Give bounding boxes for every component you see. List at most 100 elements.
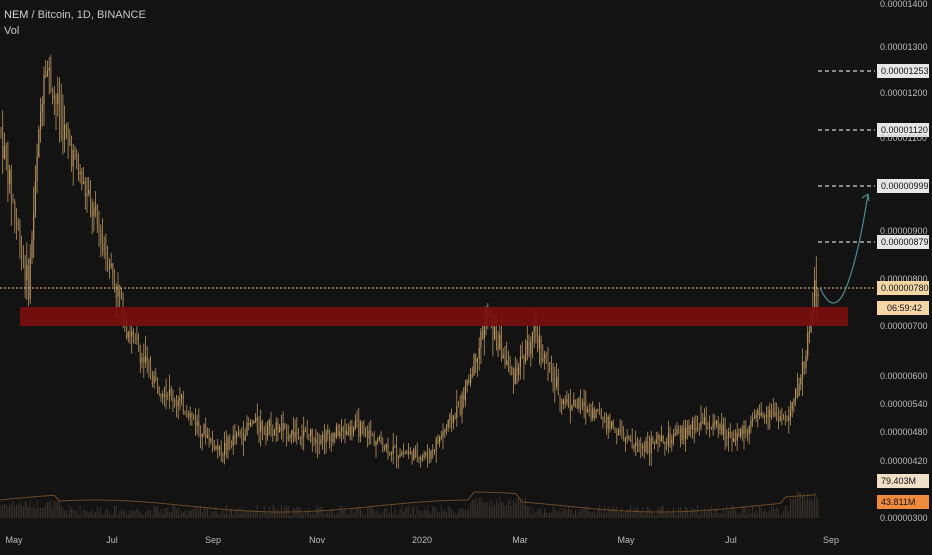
candle-body bbox=[602, 418, 604, 420]
candle-body bbox=[234, 435, 236, 439]
volume-bar bbox=[397, 514, 399, 518]
volume-bar bbox=[691, 507, 693, 518]
candle-body bbox=[803, 362, 805, 368]
candle-body bbox=[786, 420, 788, 421]
level-price-tag[interactable] bbox=[877, 64, 929, 78]
candle-body bbox=[361, 422, 363, 424]
resistance-zone[interactable] bbox=[20, 307, 848, 326]
volume-bar bbox=[36, 500, 38, 518]
volume-bar bbox=[231, 508, 232, 518]
candle-body bbox=[789, 409, 792, 416]
candle-body bbox=[83, 181, 85, 184]
volume-indicator-label[interactable]: Vol bbox=[4, 25, 20, 37]
volume-value-tag bbox=[877, 474, 929, 488]
price-tick-label: 0.00001100 bbox=[880, 133, 927, 143]
candle-body bbox=[583, 401, 585, 407]
volume-bar bbox=[621, 507, 623, 518]
volume-bar bbox=[686, 508, 688, 518]
volume-bar bbox=[771, 505, 773, 518]
volume-bar bbox=[160, 509, 162, 518]
volume-bar bbox=[683, 510, 685, 518]
volume-bar bbox=[470, 502, 472, 518]
volume-bar bbox=[317, 505, 318, 518]
volume-bar bbox=[335, 513, 337, 518]
volume-bar bbox=[705, 512, 707, 518]
volume-bar bbox=[105, 508, 107, 518]
volume-bar bbox=[265, 512, 267, 518]
time-axis[interactable]: May Jul Sep Nov 2020 Mar May Jul Sep bbox=[5, 535, 839, 545]
volume-bar bbox=[647, 506, 649, 518]
volume-bar bbox=[53, 499, 55, 518]
volume-bar bbox=[146, 510, 148, 518]
symbol-name[interactable]: NEM bbox=[4, 9, 29, 21]
volume-bar bbox=[506, 503, 508, 518]
level-price-tag[interactable] bbox=[877, 123, 929, 137]
volume-bar bbox=[120, 508, 122, 518]
volume-bar bbox=[392, 514, 394, 518]
projection-arrow[interactable] bbox=[819, 193, 869, 304]
volume-bar bbox=[554, 508, 556, 518]
candle-body bbox=[52, 90, 54, 99]
volume-bar bbox=[334, 513, 336, 518]
volume-bar bbox=[530, 514, 532, 518]
price-axis[interactable]: 0.00001400 0.00001300 0.00001253 0.00001200… bbox=[877, 0, 929, 523]
volume-bar bbox=[678, 507, 680, 518]
volume-bar bbox=[444, 509, 446, 518]
level-price-tag[interactable] bbox=[877, 179, 929, 193]
candle-body bbox=[628, 436, 630, 440]
volume-bar bbox=[471, 499, 473, 518]
current-price-tag[interactable] bbox=[877, 281, 929, 295]
volume-bar bbox=[805, 499, 807, 518]
volume-bar bbox=[203, 507, 205, 518]
candle-body bbox=[652, 437, 654, 444]
candle-body bbox=[795, 389, 797, 399]
volume-bar bbox=[575, 510, 576, 518]
candle-body bbox=[521, 356, 523, 358]
volume-bar bbox=[163, 508, 165, 518]
volume-bar bbox=[208, 515, 210, 518]
volume-bar bbox=[482, 500, 484, 518]
candle-body bbox=[691, 420, 693, 430]
volume-bar bbox=[795, 498, 797, 518]
volume-bar bbox=[513, 499, 515, 518]
candle-body bbox=[370, 430, 372, 436]
candle-body bbox=[578, 398, 580, 409]
level-price-tag[interactable] bbox=[877, 235, 929, 249]
volume-bar bbox=[401, 505, 403, 518]
candle-body bbox=[342, 427, 344, 430]
candle-body bbox=[526, 341, 528, 355]
volume-bar bbox=[143, 514, 145, 518]
candle-body bbox=[110, 263, 112, 268]
candle-body bbox=[165, 394, 167, 397]
volume-bar bbox=[237, 506, 239, 518]
volume-bar bbox=[9, 503, 11, 518]
candle-body bbox=[396, 447, 398, 458]
candle-body bbox=[530, 341, 532, 354]
volume-bar bbox=[762, 512, 764, 518]
candle-body bbox=[750, 420, 752, 427]
volume-bar bbox=[243, 513, 244, 518]
volume-bar bbox=[507, 501, 509, 518]
candle-body bbox=[132, 331, 134, 335]
volume-bar bbox=[3, 504, 5, 518]
candle-body bbox=[478, 347, 480, 359]
candle-body bbox=[26, 264, 28, 281]
volume-bar bbox=[205, 507, 207, 518]
candle-body bbox=[635, 441, 637, 446]
volume-bar bbox=[533, 513, 535, 518]
candle-body bbox=[148, 360, 150, 367]
volume-bar bbox=[358, 507, 360, 518]
candle-body bbox=[705, 417, 707, 429]
current-price-tag-label: 0.00000780 bbox=[881, 283, 929, 293]
candle-body bbox=[399, 454, 401, 458]
volume-bar bbox=[446, 512, 447, 518]
volume-bar bbox=[459, 508, 461, 518]
volume-bar bbox=[308, 506, 310, 518]
volume-bar bbox=[765, 512, 767, 518]
candle-body bbox=[9, 169, 11, 184]
candle-body bbox=[5, 146, 7, 160]
volume-bar bbox=[817, 499, 819, 518]
volume-bar bbox=[784, 505, 786, 518]
